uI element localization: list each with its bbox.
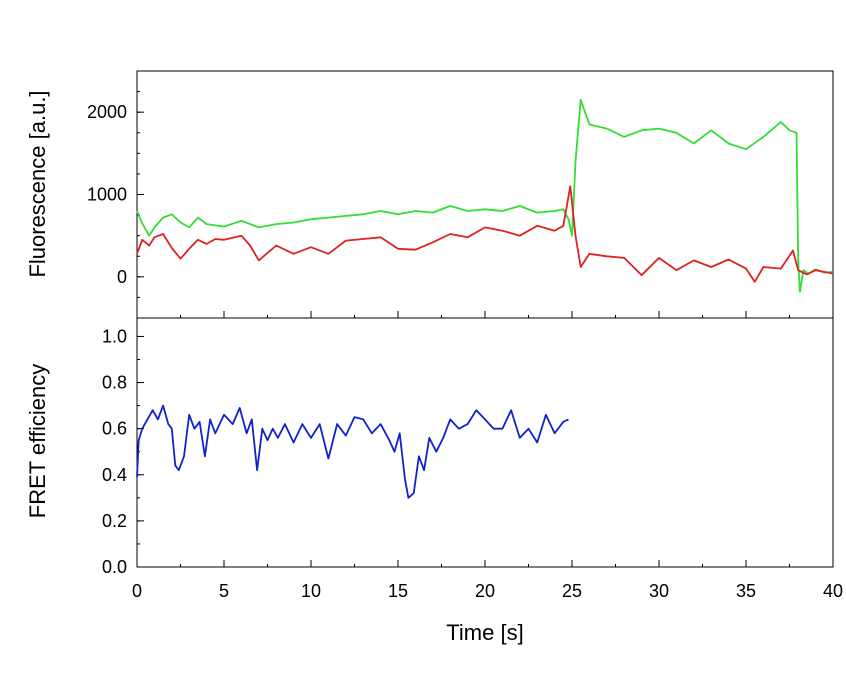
- fret-y-axis-title: FRET efficiency: [25, 364, 50, 518]
- series-line-blue: [136, 404, 569, 499]
- x-tick-label: 20: [475, 581, 495, 601]
- y-tick-label: 0: [117, 267, 127, 287]
- x-tick-label: 15: [388, 581, 408, 601]
- y-tick-label: 0.6: [102, 419, 127, 439]
- x-tick-label: 35: [736, 581, 756, 601]
- x-tick-label: 25: [562, 581, 582, 601]
- fret-plot-frame: [136, 317, 834, 568]
- x-tick-label: 10: [301, 581, 321, 601]
- y-tick-label: 1000: [87, 185, 127, 205]
- fluorescence-plot-frame: [136, 70, 834, 319]
- x-tick-label: 0: [132, 581, 142, 601]
- time-x-axis-title: Time [s]: [446, 620, 523, 645]
- y-tick-label: 0.8: [102, 373, 127, 393]
- fluorescence-panel: 0 1000 2000 Fluorescence [a.u.]: [25, 70, 834, 319]
- fluorescence-y-axis-title: Fluorescence [a.u.]: [25, 90, 50, 277]
- x-tick-label: 40: [823, 581, 843, 601]
- y-tick-label: 1.0: [102, 326, 127, 346]
- series-line-red: [136, 185, 834, 283]
- x-tick-label: 5: [219, 581, 229, 601]
- series-line-green: [136, 98, 834, 293]
- y-tick-label: 2000: [87, 102, 127, 122]
- y-tick-label: 0.2: [102, 511, 127, 531]
- y-tick-label: 0.0: [102, 557, 127, 577]
- fret-efficiency-panel: 0.0 0.2 0.4 0.6 0.8 1.0 0 5 10 15 20 25 30 35 40 FRET …: [25, 317, 843, 645]
- y-tick-label: 0.4: [102, 465, 127, 485]
- x-tick-label: 30: [649, 581, 669, 601]
